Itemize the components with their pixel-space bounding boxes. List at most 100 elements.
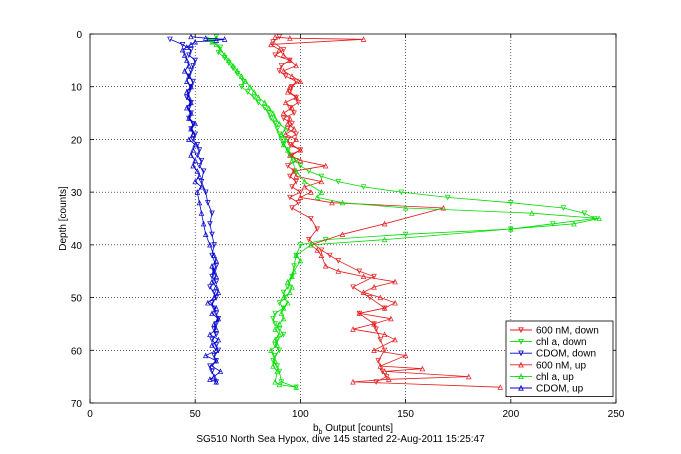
data-point bbox=[287, 194, 293, 201]
data-point bbox=[179, 41, 186, 48]
data-point bbox=[282, 99, 289, 106]
data-point bbox=[287, 152, 293, 158]
data-point bbox=[268, 347, 274, 353]
data-point bbox=[211, 242, 217, 248]
data-point bbox=[375, 358, 382, 364]
data-point bbox=[280, 47, 287, 53]
data-point bbox=[329, 199, 335, 206]
data-point bbox=[200, 220, 207, 227]
data-point bbox=[291, 268, 297, 274]
data-point bbox=[377, 337, 384, 343]
data-point bbox=[270, 110, 276, 116]
data-point bbox=[190, 136, 196, 143]
data-point bbox=[207, 284, 213, 291]
data-point bbox=[371, 320, 377, 327]
data-point bbox=[196, 173, 203, 179]
data-point bbox=[278, 63, 285, 69]
data-point bbox=[287, 35, 293, 41]
data-point bbox=[213, 331, 220, 338]
data-point bbox=[211, 289, 217, 296]
legend-label: 600 nM, down bbox=[536, 326, 599, 337]
data-point bbox=[465, 373, 472, 380]
x-tick-label: 50 bbox=[190, 409, 202, 420]
data-point bbox=[282, 136, 289, 142]
data-point bbox=[301, 183, 308, 190]
data-point bbox=[209, 337, 215, 343]
data-point bbox=[209, 273, 215, 280]
legend-label: 600 nM, up bbox=[536, 360, 586, 371]
data-point bbox=[205, 200, 211, 206]
data-point bbox=[215, 289, 222, 295]
data-point bbox=[184, 78, 190, 84]
data-point bbox=[272, 336, 278, 343]
data-point bbox=[356, 310, 363, 316]
data-point bbox=[274, 126, 281, 132]
data-point bbox=[186, 73, 192, 79]
data-point bbox=[308, 189, 314, 195]
data-point bbox=[571, 220, 577, 227]
y-tick-label: 10 bbox=[71, 83, 83, 94]
data-point bbox=[188, 68, 194, 74]
data-point bbox=[272, 357, 278, 364]
data-point bbox=[280, 289, 287, 296]
y-tick-label: 50 bbox=[71, 294, 83, 305]
data-point bbox=[188, 41, 194, 48]
y-tick-label: 20 bbox=[71, 135, 83, 146]
legend-swatch-marker bbox=[518, 338, 524, 345]
data-point bbox=[274, 342, 281, 348]
legend-swatch-marker bbox=[518, 373, 524, 380]
data-point bbox=[373, 379, 379, 385]
data-point bbox=[272, 310, 278, 317]
data-point bbox=[289, 141, 295, 148]
data-point bbox=[297, 78, 304, 84]
data-point bbox=[198, 183, 205, 190]
data-point bbox=[381, 305, 388, 311]
data-point bbox=[167, 36, 173, 43]
legend-label: CDOM, down bbox=[536, 349, 596, 360]
data-point bbox=[381, 236, 388, 243]
axes-box bbox=[89, 33, 617, 404]
data-point bbox=[188, 152, 194, 158]
data-point bbox=[278, 379, 285, 385]
data-point bbox=[217, 46, 224, 53]
data-point bbox=[184, 57, 190, 63]
data-point bbox=[213, 263, 220, 269]
data-point bbox=[280, 315, 287, 322]
data-point bbox=[196, 199, 203, 206]
data-point bbox=[280, 141, 287, 148]
data-point bbox=[350, 284, 356, 291]
data-point bbox=[335, 258, 342, 264]
data-point bbox=[360, 289, 367, 295]
data-point bbox=[215, 49, 222, 56]
data-point bbox=[213, 273, 220, 280]
data-point bbox=[280, 110, 287, 116]
data-point bbox=[388, 315, 394, 322]
data-point bbox=[215, 315, 222, 322]
data-point bbox=[293, 252, 299, 258]
data-point bbox=[550, 221, 556, 227]
data-point bbox=[293, 136, 299, 142]
data-point bbox=[192, 57, 198, 64]
data-point bbox=[192, 178, 198, 185]
data-point bbox=[276, 320, 283, 327]
data-point bbox=[327, 252, 333, 259]
series-line-4 bbox=[269, 36, 501, 388]
data-point bbox=[392, 336, 398, 343]
data-point bbox=[293, 131, 299, 138]
data-point bbox=[251, 89, 257, 95]
data-point bbox=[280, 67, 287, 74]
data-point bbox=[188, 83, 194, 90]
data-point bbox=[209, 210, 215, 217]
data-point bbox=[202, 231, 209, 237]
data-point bbox=[360, 273, 367, 280]
data-point bbox=[202, 189, 209, 196]
data-point bbox=[360, 36, 367, 42]
data-point bbox=[297, 163, 304, 169]
data-point bbox=[274, 368, 281, 374]
data-point bbox=[184, 89, 190, 95]
data-point bbox=[293, 94, 299, 100]
data-point bbox=[270, 363, 276, 369]
data-point bbox=[371, 284, 377, 290]
data-point bbox=[287, 83, 293, 90]
